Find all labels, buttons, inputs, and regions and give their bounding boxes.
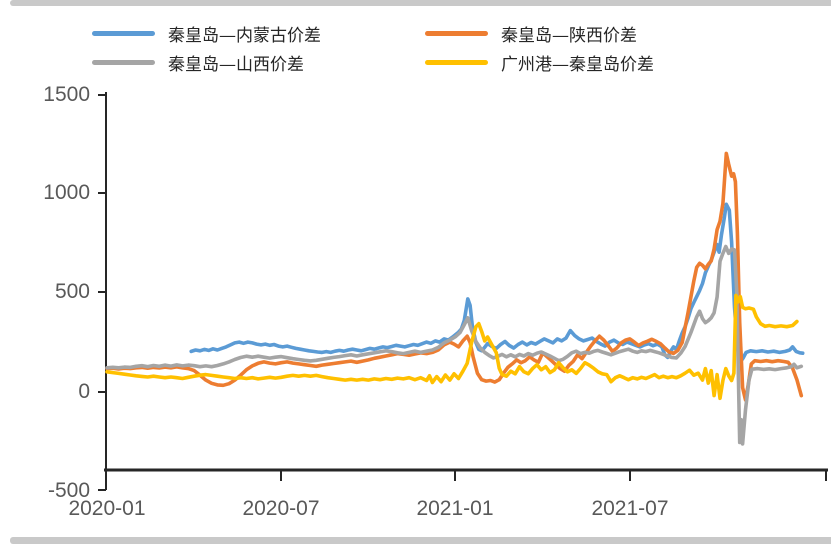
legend-line-orange — [425, 30, 488, 36]
x-axis-tick-label: 2020-01 — [68, 497, 146, 520]
x-axis-tick-label: 2021-07 — [591, 497, 669, 520]
y-axis-tick-label: 1500 — [43, 83, 90, 106]
legend-label: 秦皇岛—陕西价差 — [501, 25, 637, 46]
legend-item-qhd-shaanxi: 秦皇岛—陕西价差 — [425, 24, 637, 46]
legend-item-qhd-shanxi: 秦皇岛—山西价差 — [92, 53, 304, 75]
x-axis-tick-label: 2020-07 — [242, 497, 320, 520]
series-line — [105, 244, 804, 446]
legend-item-qhd-neimenggu: 秦皇岛—内蒙古价差 — [92, 24, 321, 46]
series-line — [189, 202, 805, 364]
legend-label: 广州港—秦皇岛价差 — [501, 54, 654, 75]
legend-item-gz-qhd: 广州港—秦皇岛价差 — [425, 53, 654, 75]
legend-label: 秦皇岛—山西价差 — [168, 54, 304, 75]
legend-label: 秦皇岛—内蒙古价差 — [168, 25, 321, 46]
legend-line-gray — [92, 59, 155, 65]
page-edge-bottom — [10, 537, 831, 544]
y-axis-tick-label: 1000 — [43, 181, 90, 204]
series-line — [105, 293, 799, 401]
legend-line-blue — [92, 30, 155, 36]
x-axis-tick-label: 2021-01 — [416, 497, 494, 520]
y-axis-tick-label: 0 — [78, 380, 90, 403]
page-edge-top — [10, 0, 831, 6]
legend-line-yellow — [425, 59, 488, 65]
series-line — [105, 151, 804, 402]
y-axis-tick-label: -500 — [47, 479, 90, 502]
y-axis-tick-label: 500 — [54, 280, 90, 303]
